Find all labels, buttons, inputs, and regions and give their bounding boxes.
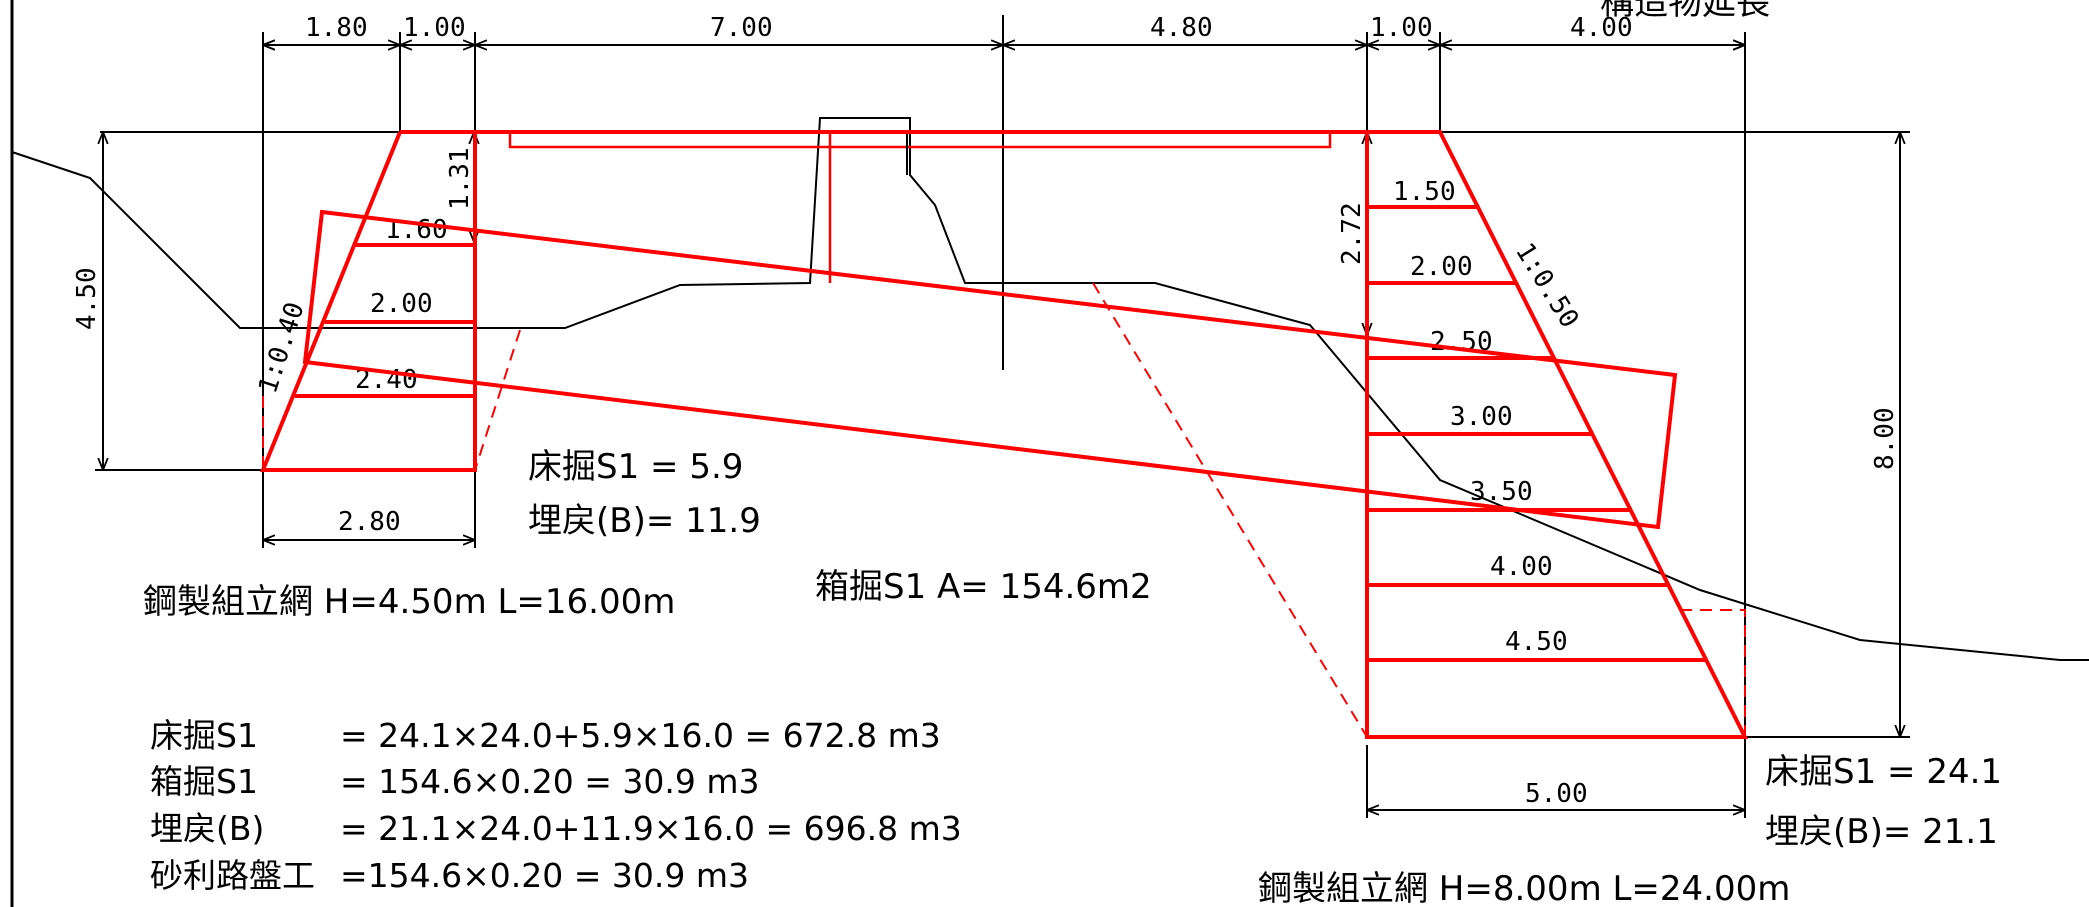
dim-top-2: 1.00 bbox=[403, 13, 466, 43]
calculations-block: 床掘S1 = 24.1×24.0+5.9×16.0 = 672.8 m3 箱掘S… bbox=[150, 716, 962, 895]
dim-right-height: 8.00 bbox=[1870, 407, 1900, 470]
left-slope-label: 1:0.40 bbox=[253, 299, 311, 398]
left-excavation bbox=[260, 130, 477, 472]
calc-formula-3: = 21.1×24.0+11.9×16.0 = 696.8 m3 bbox=[340, 809, 962, 848]
dim-left-height: 4.50 bbox=[72, 267, 102, 330]
dim-top-4: 4.80 bbox=[1150, 13, 1213, 43]
right-width-7: 4.50 bbox=[1505, 627, 1568, 657]
title-partial: 構造物延長 bbox=[1600, 0, 1770, 23]
left-sheet-pile: 鋼製組立網 H=4.50m L=16.00m bbox=[143, 582, 675, 622]
right-width-2: 2.00 bbox=[1410, 252, 1473, 282]
calc-formula-2: = 154.6×0.20 = 30.9 m3 bbox=[340, 762, 759, 801]
calc-name-3: 埋戻(B) bbox=[150, 809, 264, 848]
dim-right-depth: 2.72 bbox=[1337, 202, 1367, 265]
right-width-4: 3.00 bbox=[1450, 402, 1513, 432]
dim-right-bottom: 5.00 bbox=[1525, 779, 1588, 809]
calc-name-1: 床掘S1 bbox=[150, 716, 258, 755]
right-backfill-dash bbox=[1092, 282, 1368, 738]
ground-profile-line bbox=[11, 117, 2089, 661]
calc-formula-1: = 24.1×24.0+5.9×16.0 = 672.8 m3 bbox=[340, 716, 941, 755]
left-quantity-1: 床掘S1 = 5.9 bbox=[528, 447, 743, 487]
calc-formula-4: =154.6×0.20 = 30.9 m3 bbox=[340, 856, 749, 895]
dim-left-depth: 1.31 bbox=[445, 147, 475, 210]
right-width-5: 3.50 bbox=[1470, 477, 1533, 507]
dim-left-bottom: 2.80 bbox=[338, 507, 401, 537]
right-slope-label: 1:0.50 bbox=[1509, 238, 1584, 334]
right-width-1: 1.50 bbox=[1393, 177, 1456, 207]
top-dimension-line bbox=[262, 32, 1746, 745]
dim-top-1: 1.80 bbox=[305, 13, 368, 43]
calc-name-4: 砂利路盤工 bbox=[150, 856, 315, 895]
dim-top-6: 4.00 bbox=[1570, 13, 1633, 43]
left-backfill-dash bbox=[474, 329, 521, 471]
right-quantity-2: 埋戻(B)= 21.1 bbox=[1765, 812, 1998, 852]
strut-frame bbox=[302, 209, 1678, 530]
dim-top-5: 1.00 bbox=[1370, 13, 1433, 43]
right-width-6: 4.00 bbox=[1490, 552, 1553, 582]
box-excavation-area: 箱掘S1 A= 154.6m2 bbox=[815, 567, 1152, 607]
calc-name-2: 箱掘S1 bbox=[150, 762, 258, 801]
left-quantity-2: 埋戻(B)= 11.9 bbox=[528, 501, 761, 541]
left-width-2: 2.00 bbox=[370, 289, 433, 319]
dim-top-3: 7.00 bbox=[710, 13, 773, 43]
right-quantity-1: 床掘S1 = 24.1 bbox=[1765, 752, 2002, 792]
right-sheet-pile: 鋼製組立網 H=8.00m L=24.00m bbox=[1258, 869, 1790, 907]
deck-slab bbox=[508, 130, 1332, 149]
